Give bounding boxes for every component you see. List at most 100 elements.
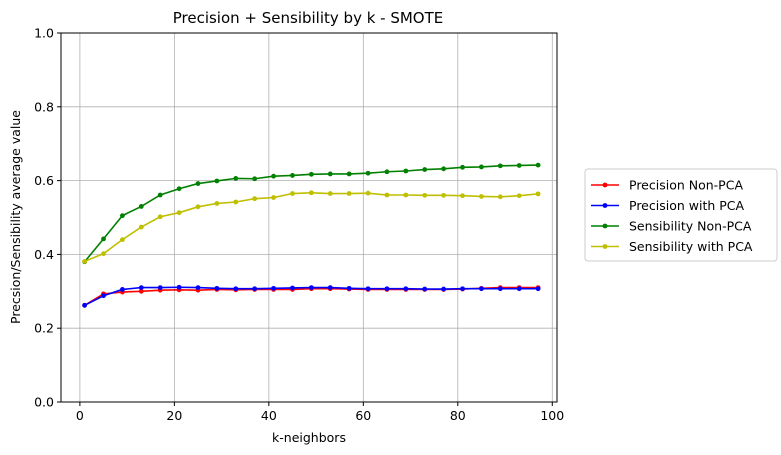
data-point [120,213,125,219]
chart-title: Precision + Sensibility by k - SMOTE [173,9,444,27]
data-point [233,175,239,181]
data-point [384,192,390,198]
data-point [516,163,522,168]
data-point [365,286,371,292]
x-axis-title: k-neighbors [272,430,346,445]
data-point [138,224,144,230]
data-point [82,302,88,308]
data-point [101,236,106,242]
x-tick-label: 80 [450,408,466,423]
data-point [290,173,295,178]
data-point [214,201,220,206]
y-tick-label: 0.0 [34,395,54,410]
data-point [497,286,503,292]
data-point [157,214,163,220]
data-point [460,164,465,170]
data-point [82,259,88,264]
data-point [384,286,390,292]
data-point [479,286,484,292]
data-point [195,181,201,186]
data-point [195,285,201,291]
data-point [120,287,125,292]
legend-marker [602,203,608,208]
data-point [290,285,295,291]
x-tick-label: 20 [166,408,182,423]
legend-marker [602,182,608,188]
data-point [479,194,484,199]
x-tick-label: 60 [355,408,371,423]
data-point [176,284,182,290]
series-line [84,164,539,263]
data-point [422,167,428,172]
y-tick-label: 0.2 [34,321,54,336]
data-point [101,293,106,299]
data-point [460,286,465,292]
legend-label: Sensibility Non-PCA [629,219,752,234]
data-point [365,170,371,176]
data-point [157,192,163,198]
legend-label: Precision with PCA [629,198,745,213]
data-point [403,168,409,174]
data-point [497,163,503,169]
x-tick-label: 0 [76,408,84,423]
legend-item-precision-with-pca: Precision with PCA [591,198,745,213]
series-sensibility-non-pca [82,162,541,265]
plot-frame [60,32,558,403]
data-point [460,193,465,199]
series-sensibility-with-pca [82,190,541,264]
data-point [535,162,541,168]
data-point [516,286,522,292]
data-point [101,251,106,257]
series-line [84,191,539,263]
data-point [441,286,447,292]
data-point [346,191,352,196]
data-point [422,192,428,198]
data-point [195,204,201,210]
series-precision-with-pca [82,284,541,308]
legend-marker [602,244,608,249]
data-point [176,210,182,216]
legend-frame [584,168,778,262]
data-point [214,178,220,184]
data-point [138,204,144,209]
data-point [422,286,428,292]
data-point [308,171,314,177]
data-point [252,176,258,182]
legend-item-precision-non-pca: Precision Non-PCA [591,178,743,193]
data-point [327,191,333,196]
data-point [403,286,409,292]
data-point [384,169,390,175]
data-point [346,285,352,291]
data-point [441,166,447,172]
data-point [497,194,503,200]
legend-label: Precision Non-PCA [629,178,743,193]
data-point [120,237,125,243]
data-point [138,288,144,294]
legend-item-sensibility-with-pca: Sensibility with PCA [591,239,753,254]
y-axis-title: Precsion/Sensibility average value [8,110,23,324]
data-point [403,192,409,198]
y-axis: 0.0 0.2 0.4 0.6 0.8 1.0 [34,26,61,410]
data-point [516,193,522,199]
data-point [308,285,314,291]
data-point [327,285,333,291]
data-point [290,191,295,196]
data-point [441,192,447,198]
data-point [271,173,276,179]
data-point [535,286,541,292]
data-point [252,196,258,202]
legend-marker [602,223,608,229]
y-tick-label: 0.6 [34,173,54,188]
data-point [138,285,144,291]
data-point [327,171,333,177]
data-point [157,285,163,291]
legend: Precision Non-PCA Precision with PCA Sensi… [584,168,778,262]
data-point [346,171,352,177]
y-tick-label: 0.4 [34,247,54,262]
data-point [365,190,371,196]
x-tick-label: 40 [261,408,277,423]
legend-label: Sensibility with PCA [629,239,753,254]
legend-item-sensibility-non-pca: Sensibility Non-PCA [591,219,752,234]
y-tick-label: 0.8 [34,99,54,114]
